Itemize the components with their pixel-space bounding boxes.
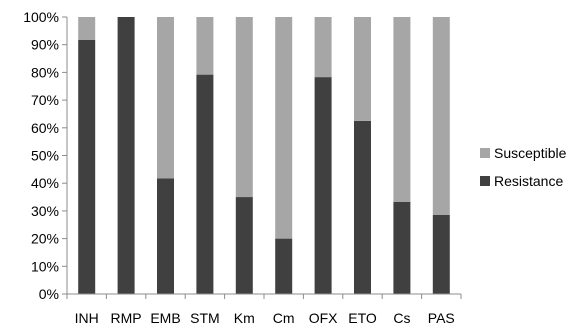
bar-susceptible-cm: [275, 17, 293, 239]
bar-susceptible-cs: [393, 17, 411, 202]
bar-resistance-rmp: [117, 17, 135, 294]
x-tick-label: EMB: [150, 310, 180, 326]
y-tick-label: 0%: [39, 286, 59, 302]
legend-swatch-resistance: [480, 176, 490, 186]
bar-susceptible-inh: [78, 17, 96, 40]
bar-resistance-stm: [196, 74, 214, 294]
bar-susceptible-km: [235, 17, 253, 198]
bar-susceptible-eto: [354, 17, 371, 121]
bar-susceptible-pas: [432, 17, 450, 215]
bar-susceptible-ofx: [314, 17, 332, 78]
y-tick-label: 50%: [31, 148, 59, 164]
y-tick-label: 30%: [31, 203, 59, 219]
x-tick-label: OFX: [309, 310, 338, 326]
x-tick-label: STM: [190, 310, 220, 326]
x-tick-label: ETO: [348, 310, 377, 326]
bar-resistance-cs: [393, 201, 411, 294]
bar-resistance-ofx: [314, 77, 332, 294]
legend: Susceptible Resistance: [480, 145, 567, 189]
x-tick-label: PAS: [428, 310, 455, 326]
y-tick-label: 20%: [31, 231, 59, 247]
legend-label-susceptible: Susceptible: [494, 145, 567, 161]
x-tick-label: Km: [234, 310, 255, 326]
bar-resistance-emb: [157, 178, 174, 294]
x-tick-label: RMP: [111, 310, 142, 326]
y-axis: 0% 10% 20% 30% 40% 50% 60% 70% 80% 90% 100%: [23, 9, 68, 302]
legend-swatch-susceptible: [480, 148, 490, 158]
y-tick-label: 100%: [23, 9, 59, 25]
bar-susceptible-stm: [196, 17, 214, 75]
bar-resistance-pas: [432, 214, 450, 294]
legend-label-resistance: Resistance: [494, 173, 563, 189]
y-tick-label: 60%: [31, 120, 59, 136]
x-tick-label: Cm: [273, 310, 295, 326]
bars: [78, 17, 450, 295]
y-tick-label: 90%: [31, 37, 59, 53]
x-tick-label: INH: [75, 310, 99, 326]
bar-resistance-inh: [78, 39, 96, 295]
y-tick-label: 10%: [31, 258, 59, 274]
y-tick-label: 40%: [31, 175, 59, 191]
y-tick-label: 80%: [31, 64, 59, 80]
y-tick-label: 70%: [31, 92, 59, 108]
x-axis: INH RMP EMB STM Km Cm OFX ETO Cs PAS: [66, 293, 462, 326]
bar-resistance-cm: [275, 238, 293, 294]
bar-susceptible-emb: [157, 17, 174, 179]
bar-resistance-eto: [354, 120, 371, 294]
bar-resistance-km: [235, 197, 253, 294]
x-tick-label: Cs: [393, 310, 410, 326]
